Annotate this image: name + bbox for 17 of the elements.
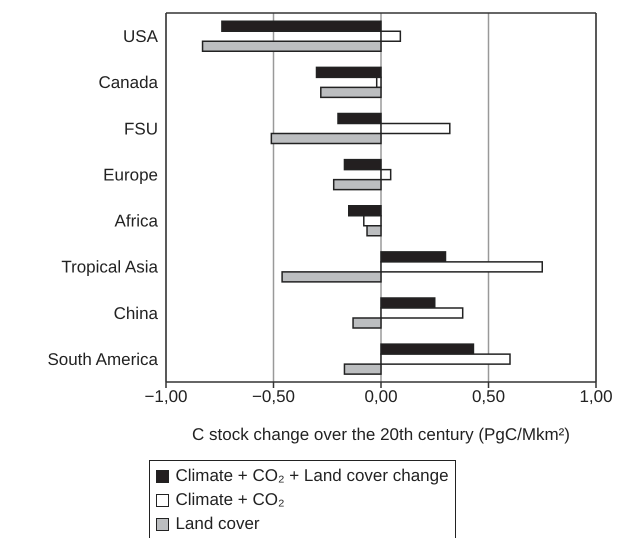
y-tick-label: Africa xyxy=(114,212,159,231)
y-tick-label: China xyxy=(114,304,159,323)
x-tick-label: 0,50 xyxy=(472,387,506,406)
legend-label: Climate + CO₂ + Land cover change xyxy=(175,466,449,486)
x-tick-label: 0,00 xyxy=(364,387,398,406)
y-tick-label: Europe xyxy=(103,165,158,184)
legend-label: Climate + CO₂ xyxy=(175,490,285,510)
y-tick-label: Canada xyxy=(98,73,159,92)
y-tick-label: South America xyxy=(47,350,159,369)
x-tick-label: 1,00 xyxy=(579,387,613,406)
y-tick-label: USA xyxy=(123,27,159,46)
x-tick-label: −1,00 xyxy=(144,387,188,406)
x-tick-label: −0,50 xyxy=(252,387,296,406)
x-axis-title: C stock change over the 20th century (PgC/Mkm²) xyxy=(192,425,570,444)
y-tick-label: Tropical Asia xyxy=(61,258,159,277)
legend-label: Land cover xyxy=(175,514,260,534)
y-tick-label: FSU xyxy=(124,119,158,138)
